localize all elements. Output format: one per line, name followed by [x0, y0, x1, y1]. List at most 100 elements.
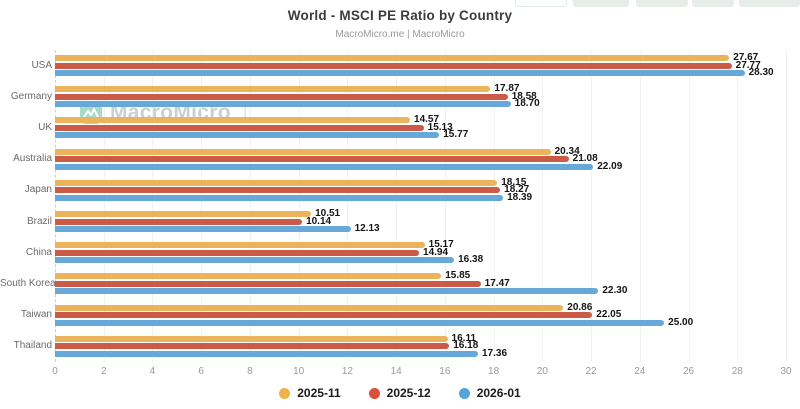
bar-2026-01[interactable]: 17.36	[55, 348, 507, 358]
x-tick-label: 8	[247, 366, 253, 377]
y-axis-label: Brazil	[26, 215, 52, 227]
bar-2025-11[interactable]: 15.17	[55, 240, 454, 250]
legend: 2025-11 2025-12 2026-01	[0, 386, 800, 400]
bar-2025-12[interactable]: 10.14	[55, 216, 331, 226]
bar-value-label: 15.13	[427, 121, 453, 133]
bar-2026-01[interactable]: 18.39	[55, 192, 532, 202]
y-axis-label: South Korea	[0, 278, 56, 289]
legend-item-2025-11[interactable]: 2025-11	[279, 386, 341, 400]
bar-value-label: 22.09	[597, 160, 623, 172]
bar-group-china: 15.17 14.94 16.38	[55, 237, 786, 268]
bar-value-label: 18.70	[514, 98, 540, 110]
bar-2026-01[interactable]: 18.70	[55, 99, 540, 109]
bar-2026-01[interactable]: 22.09	[55, 161, 622, 171]
bar-value-label: 21.08	[572, 153, 598, 165]
gridline	[201, 50, 203, 362]
bar-value-label: 17.36	[482, 347, 508, 359]
bar-2025-11[interactable]: 20.34	[55, 146, 580, 156]
bar-value-label: 20.34	[554, 145, 580, 157]
bar-2025-11[interactable]: 15.85	[55, 271, 470, 281]
gridline	[493, 50, 495, 362]
gridline	[298, 50, 300, 362]
legend-dot	[368, 387, 380, 399]
x-tick-label: 10	[293, 366, 305, 377]
bar-2025-11[interactable]: 10.51	[55, 209, 340, 219]
bar-2025-11[interactable]: 20.86	[55, 302, 592, 312]
bar-group-australia: 20.34 21.08 22.09	[55, 144, 786, 175]
bar-group-germany: 17.87 18.58 18.70	[55, 81, 786, 112]
x-tick-label: 16	[439, 366, 451, 377]
bar-2025-11[interactable]: 18.15	[55, 177, 526, 187]
bar-value-label: 16.38	[458, 254, 484, 266]
gridline	[639, 50, 641, 362]
bar-2025-12[interactable]: 14.94	[55, 247, 448, 257]
bar-value-label: 10.14	[306, 215, 332, 227]
bar-value-label: 12.13	[354, 223, 380, 235]
bar-2026-01[interactable]: 12.13	[55, 224, 380, 234]
bar-2025-11[interactable]: 14.57	[55, 115, 439, 125]
bar-2026-01[interactable]: 28.30	[55, 68, 774, 78]
gridline	[152, 50, 154, 362]
bar-value-label: 18.15	[501, 176, 527, 188]
bar-2026-01[interactable]: 25.00	[55, 317, 693, 327]
toolbar-fragment	[739, 0, 800, 7]
bar-2025-12[interactable]: 18.27	[55, 185, 529, 195]
gridline	[396, 50, 398, 362]
bar-2025-12[interactable]: 18.58	[55, 91, 537, 101]
bar-value-label: 14.94	[423, 246, 449, 258]
x-tick-label: 6	[198, 366, 204, 377]
bar-value-label: 17.47	[484, 277, 510, 289]
bar-group-japan: 18.15 18.27 18.39	[55, 175, 786, 206]
toolbar-fragment	[636, 0, 688, 7]
gridline	[688, 50, 690, 362]
bar-2026-01[interactable]: 22.30	[55, 286, 627, 296]
y-axis-label: Japan	[24, 184, 52, 196]
gridline	[737, 50, 739, 362]
x-tick-label: 24	[634, 366, 646, 377]
bar-2025-11[interactable]: 16.11	[55, 333, 476, 343]
x-tick-label: 12	[341, 366, 353, 377]
bar-value-label: 15.85	[445, 270, 471, 282]
legend-item-2026-01[interactable]: 2026-01	[458, 386, 521, 400]
bar-value-label: 15.77	[443, 129, 469, 141]
y-axis-labels: USA Germany UK Australia Japan Brazil China Sou…	[0, 50, 56, 362]
y-axis-label: Taiwan	[20, 309, 52, 321]
chart-subtitle: MacroMicro.me | MacroMicro	[335, 29, 465, 40]
bar-value-label: 18.27	[504, 184, 530, 196]
y-axis-line	[55, 50, 56, 362]
y-axis-label: UK	[38, 122, 52, 133]
bar-group-brazil: 10.51 10.14 12.13	[55, 206, 786, 237]
bar-group-thailand: 16.11 16.18 17.36	[55, 331, 786, 362]
bar-value-label: 18.58	[511, 90, 537, 102]
bar-value-label: 22.30	[602, 285, 628, 297]
toolbar-fragment	[692, 0, 734, 7]
toolbar-fragment	[573, 0, 629, 7]
bar-2025-12[interactable]: 17.47	[55, 278, 510, 288]
bar-value-label: 17.87	[494, 83, 520, 95]
gridline	[347, 50, 349, 362]
bar-2026-01[interactable]: 16.38	[55, 255, 483, 265]
legend-item-2025-12[interactable]: 2025-12	[368, 386, 431, 400]
bar-value-label: 15.17	[428, 239, 454, 251]
plot-area: 27.67 27.77 28.30 17.87 18.58 18.70 14.57 15.13…	[55, 50, 787, 362]
y-axis-label: Thailand	[13, 340, 52, 352]
bar-2025-12[interactable]: 15.13	[55, 122, 453, 132]
bar-2025-12[interactable]: 22.05	[55, 310, 621, 320]
x-tick-label: 30	[780, 366, 792, 377]
legend-dot	[458, 387, 470, 399]
bar-group-uk: 14.57 15.13 15.77	[55, 112, 786, 143]
bar-value-label: 28.30	[748, 67, 774, 79]
bar-2025-12[interactable]: 21.08	[55, 154, 598, 164]
bar-2025-12[interactable]: 16.18	[55, 341, 478, 351]
bar-group-taiwan: 20.86 22.05 25.00	[55, 300, 786, 331]
bar-value-label: 10.51	[315, 208, 341, 220]
gridline	[786, 50, 787, 362]
bar-2025-12[interactable]: 27.77	[55, 60, 761, 70]
y-axis-label: China	[25, 246, 52, 258]
bar-2025-11[interactable]: 27.67	[55, 53, 758, 63]
x-tick-label: 28	[731, 366, 743, 377]
bar-2026-01[interactable]: 15.77	[55, 130, 468, 140]
bar-2025-11[interactable]: 17.87	[55, 84, 519, 94]
y-axis-label: USA	[31, 59, 52, 71]
